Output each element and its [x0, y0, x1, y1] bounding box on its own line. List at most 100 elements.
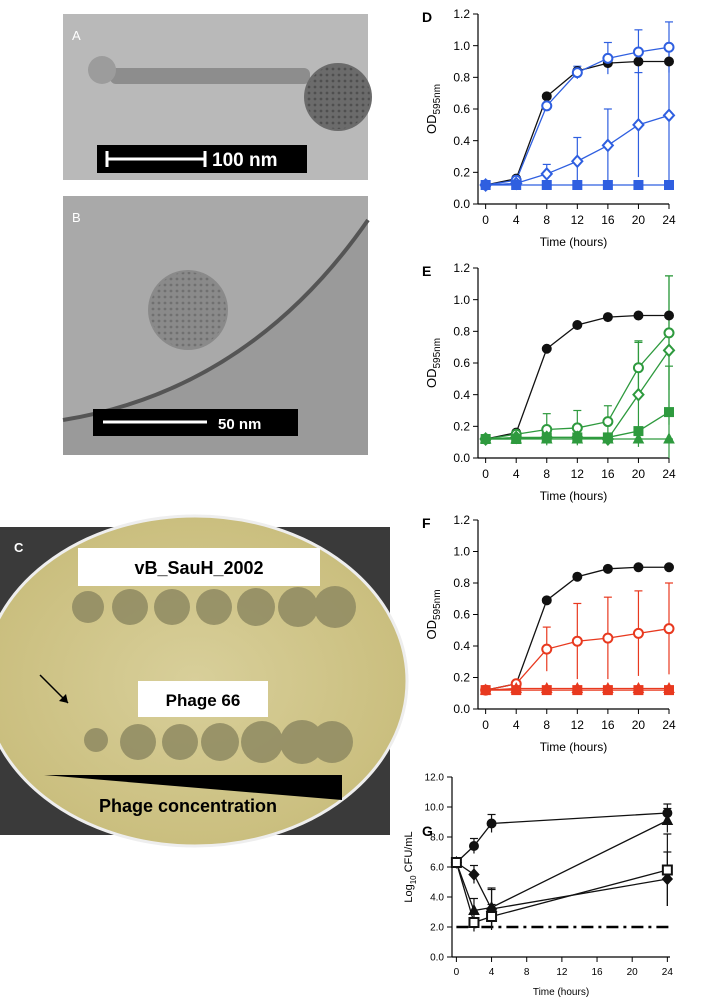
y-tick-label: 0.2 [453, 420, 470, 434]
panel-label: C [14, 540, 24, 555]
y-axis-title-sub: 595nm [432, 338, 443, 369]
marker [602, 685, 613, 696]
marker [664, 56, 674, 67]
marker [602, 632, 614, 644]
x-tick-label: 12 [571, 467, 585, 481]
marker [661, 864, 673, 876]
marker [486, 818, 497, 829]
y-axis-title: OD595nm [424, 589, 443, 639]
y-tick-label: 8.0 [430, 833, 444, 844]
marker [572, 685, 583, 696]
y-tick-label: 0.4 [453, 134, 470, 148]
marker [661, 872, 674, 886]
marker [572, 571, 583, 582]
y-axis-title-sub: 595nm [432, 589, 443, 620]
x-tick-label: 0 [482, 213, 489, 227]
marker [541, 100, 553, 112]
gradient-label: Phage concentration [99, 796, 277, 816]
y-tick-label: 1.0 [453, 39, 470, 53]
marker [541, 343, 552, 354]
x-tick-label: 8 [543, 718, 550, 732]
micrograph-a: A 100 nm [63, 14, 372, 180]
marker [511, 180, 522, 190]
marker [571, 635, 583, 647]
y-axis-title: Log10 CFU/mL [403, 831, 418, 902]
y-tick-label: 4.0 [430, 893, 444, 904]
y-tick-label: 0.0 [430, 953, 444, 964]
x-tick-label: 4 [513, 213, 520, 227]
marker [479, 432, 492, 444]
x-tick-label: 4 [513, 718, 520, 732]
marker [633, 56, 644, 67]
x-tick-label: 8 [543, 213, 550, 227]
x-tick-label: 0 [482, 467, 489, 481]
marker [633, 685, 644, 696]
marker [571, 67, 583, 79]
marker [510, 432, 523, 444]
series-line [455, 812, 668, 863]
marker [632, 627, 644, 639]
x-tick-label: 16 [601, 467, 615, 481]
marker [541, 685, 552, 696]
x-tick-label: 20 [632, 213, 646, 227]
y-axis-title-tail: CFU/mL [403, 831, 415, 875]
marker [633, 562, 644, 573]
y-tick-label: 1.2 [453, 513, 470, 527]
x-tick-label: 16 [591, 967, 603, 978]
y-tick-label: 0.6 [453, 608, 470, 622]
marker [468, 903, 480, 915]
y-tick-label: 1.2 [453, 7, 470, 21]
series-line [455, 819, 668, 912]
marker [541, 91, 552, 102]
marker [663, 623, 675, 635]
marker [541, 180, 552, 190]
y-tick-label: 0.6 [453, 102, 470, 116]
y-tick-label: 0.4 [453, 639, 470, 653]
x-tick-label: 12 [556, 967, 568, 978]
y-tick-label: 0.2 [453, 166, 470, 180]
marker [541, 595, 552, 606]
marker [664, 180, 674, 190]
y-tick-label: 1.0 [453, 545, 470, 559]
y-tick-label: 10.0 [425, 803, 445, 814]
plate-label: vB_SauH_2002 [134, 558, 263, 578]
marker [663, 327, 675, 339]
marker [540, 432, 553, 444]
marker [632, 117, 645, 132]
marker [602, 52, 614, 64]
marker [468, 917, 480, 928]
y-axis-title-sub: 10 [409, 875, 418, 884]
y-axis-title-main: Log [403, 884, 415, 902]
marker [661, 813, 674, 825]
x-tick-label: 12 [571, 718, 585, 732]
panel-label: G [422, 823, 433, 839]
marker [664, 310, 674, 321]
y-tick-label: 0.2 [453, 671, 470, 685]
x-axis-title: Time (hours) [540, 235, 608, 249]
marker [602, 432, 614, 444]
marker [632, 362, 644, 374]
x-tick-label: 16 [601, 213, 615, 227]
marker [632, 432, 645, 444]
marker [480, 685, 491, 696]
x-tick-label: 24 [662, 213, 676, 227]
series-line [456, 861, 668, 910]
y-axis-title-main: OD [424, 620, 439, 640]
marker [571, 432, 584, 444]
x-tick-label: 0 [482, 718, 489, 732]
marker [541, 643, 553, 655]
x-tick-label: 24 [662, 467, 676, 481]
scale-bar-label: 50 nm [218, 416, 261, 433]
marker [486, 911, 498, 922]
marker [602, 416, 614, 428]
marker [632, 387, 645, 402]
marker [450, 857, 462, 868]
marker [602, 563, 613, 574]
marker [663, 41, 675, 53]
marker [662, 108, 676, 123]
y-tick-label: 1.2 [453, 261, 470, 275]
x-tick-label: 4 [489, 967, 495, 978]
marker [663, 432, 675, 444]
marker [468, 841, 479, 851]
